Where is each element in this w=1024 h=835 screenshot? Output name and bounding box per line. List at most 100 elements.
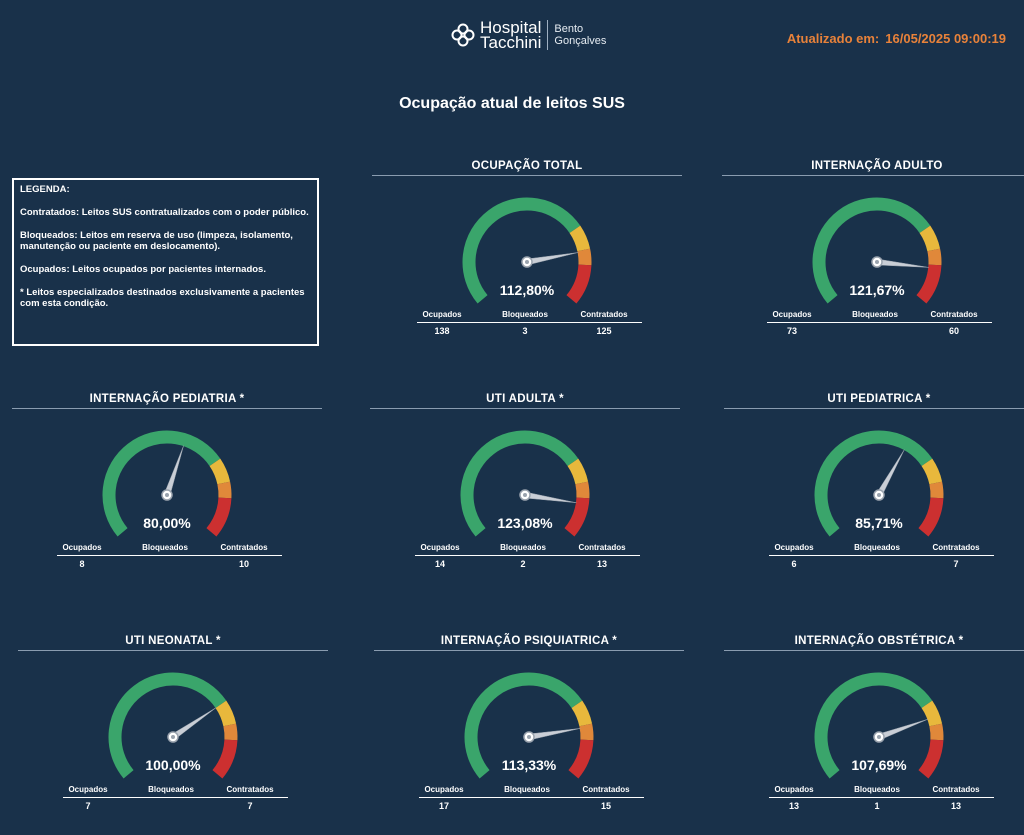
gauge-title-rule bbox=[374, 650, 684, 651]
gauge-arc-yellow bbox=[567, 458, 589, 485]
gauge-arc-green bbox=[464, 672, 583, 779]
gauge-title-rule bbox=[724, 650, 1024, 651]
updated-label: Atualizado em: bbox=[786, 31, 880, 46]
gauge-value-contratados: 7 bbox=[247, 801, 253, 811]
gauge-label-contratados: Contratados bbox=[220, 543, 268, 552]
gauge-value-contratados: 60 bbox=[948, 326, 960, 336]
gauge-arc-green bbox=[814, 672, 933, 779]
gauge-panel-uti-pediatrica: UTI PEDIATRICA * 85,71% Ocupados Bloqueados… bbox=[724, 393, 1024, 593]
gauge-title-rule bbox=[12, 408, 322, 409]
gauge-label-contratados: Contratados bbox=[932, 543, 980, 552]
gauge-panel-ocupacao-total: OCUPAÇÃO TOTAL 112,80% Ocupados Bloqueados C… bbox=[372, 160, 682, 360]
gauge-hub-center bbox=[523, 493, 527, 497]
gauge-arc-orange bbox=[223, 723, 238, 741]
hospital-logo: Hospital Tacchini Bento Gonçalves bbox=[450, 19, 606, 52]
gauge-arc-orange bbox=[579, 723, 594, 741]
gauge-arc-red bbox=[212, 739, 238, 779]
gauge-dial bbox=[814, 430, 944, 537]
gauge-label-bloqueados: Bloqueados bbox=[854, 543, 900, 552]
gauge-value-bloqueados: 2 bbox=[520, 559, 526, 569]
logo-line2: Tacchini bbox=[480, 33, 542, 52]
gauge-hub-center bbox=[165, 493, 169, 497]
legend-ocupados: Ocupados: Leitos ocupados por pacientes … bbox=[20, 264, 266, 275]
updated-value: 16/05/2025 09:00:19 bbox=[885, 31, 1006, 46]
gauge-hub-center bbox=[877, 735, 881, 739]
gauge-value-contratados: 13 bbox=[596, 559, 608, 569]
gauge-title: UTI PEDIATRICA * bbox=[827, 393, 931, 405]
gauge-title: INTERNAÇÃO OBSTÉTRICA * bbox=[794, 635, 964, 647]
gauge-value-ocupados: 8 bbox=[79, 559, 85, 569]
gauge-arc-green bbox=[812, 197, 931, 304]
gauge-title: INTERNAÇÃO PEDIATRIA * bbox=[89, 393, 245, 405]
gauge-percent: 123,08% bbox=[497, 515, 553, 531]
gauge-values-rule bbox=[415, 555, 640, 556]
gauge-hub-center bbox=[877, 493, 881, 497]
gauge-hub-center bbox=[525, 260, 529, 264]
gauge-arc-green bbox=[460, 430, 579, 537]
gauge-arc-green bbox=[102, 430, 221, 537]
gauge-title: INTERNAÇÃO ADULTO bbox=[811, 160, 943, 172]
gauge-label-bloqueados: Bloqueados bbox=[142, 543, 188, 552]
gauge-label-contratados: Contratados bbox=[578, 543, 626, 552]
gauge-needle bbox=[524, 491, 577, 504]
gauge-dial bbox=[464, 672, 594, 779]
gauge-value-ocupados: 7 bbox=[85, 801, 91, 811]
gauge-label-ocupados: Ocupados bbox=[424, 785, 464, 794]
logo-separator bbox=[547, 20, 549, 50]
logo-name: Hospital Tacchini bbox=[480, 19, 542, 52]
legend-especiais: * Leitos especializados destinados exclu… bbox=[20, 287, 305, 309]
gauge-arc-red bbox=[916, 264, 942, 304]
gauge-arc-green bbox=[108, 672, 227, 779]
gauge-title: OCUPAÇÃO TOTAL bbox=[471, 160, 583, 172]
gauge-label-contratados: Contratados bbox=[932, 785, 980, 794]
gauge-value-contratados: 15 bbox=[600, 801, 612, 811]
gauge-needle bbox=[528, 728, 581, 741]
gauge-arc-yellow bbox=[571, 700, 593, 727]
gauge-label-contratados: Contratados bbox=[930, 310, 978, 319]
gauge-arc-orange bbox=[217, 481, 232, 499]
gauge-panel-internacao-adulto: INTERNAÇÃO ADULTO 121,67% Ocupados Bloquead… bbox=[722, 160, 1024, 360]
gauge-percent: 80,00% bbox=[143, 515, 191, 531]
gauge-values-rule bbox=[417, 322, 642, 323]
gauge-dial bbox=[108, 672, 238, 779]
gauge-panel-uti-adulta: UTI ADULTA * 123,08% Ocupados Bloqueados Con… bbox=[370, 393, 680, 593]
gauge-arc-red bbox=[568, 739, 594, 779]
gauge-panel-internacao-psiquiatrica: INTERNAÇÃO PSIQUIATRICA * 113,33% Ocupados… bbox=[374, 635, 684, 835]
gauge-arc-red bbox=[566, 264, 592, 304]
gauge-label-ocupados: Ocupados bbox=[772, 310, 812, 319]
city-line1: Bento bbox=[554, 23, 584, 35]
gauge-percent: 100,00% bbox=[145, 757, 201, 773]
gauge-title: UTI ADULTA * bbox=[486, 393, 564, 405]
gauge-label-contratados: Contratados bbox=[582, 785, 630, 794]
gauge-percent: 85,71% bbox=[855, 515, 903, 531]
gauge-value-bloqueados: 3 bbox=[522, 326, 528, 336]
gauge-label-bloqueados: Bloqueados bbox=[854, 785, 900, 794]
gauge-arc-yellow bbox=[569, 225, 591, 252]
gauge-panel-internacao-pediatria: INTERNAÇÃO PEDIATRIA * 80,00% Ocupados Bloq… bbox=[12, 393, 322, 593]
gauge-value-contratados: 125 bbox=[596, 326, 612, 336]
gauge-needle bbox=[876, 258, 929, 268]
gauge-title-rule bbox=[724, 408, 1024, 409]
gauge-label-ocupados: Ocupados bbox=[422, 310, 462, 319]
gauge-arc-orange bbox=[927, 248, 942, 266]
gauge-percent: 113,33% bbox=[501, 757, 557, 773]
gauge-values-rule bbox=[767, 322, 992, 323]
hospital-logo-icon bbox=[451, 23, 475, 47]
gauge-arc-green bbox=[462, 197, 581, 304]
gauge-arc-orange bbox=[929, 481, 944, 499]
gauge-values-rule bbox=[419, 797, 644, 798]
gauge-arc-red bbox=[206, 497, 232, 537]
gauge-label-bloqueados: Bloqueados bbox=[852, 310, 898, 319]
gauge-dial bbox=[460, 430, 590, 537]
gauge-values-rule bbox=[63, 797, 288, 798]
gauge-arc-yellow bbox=[921, 458, 943, 485]
gauge-label-bloqueados: Bloqueados bbox=[148, 785, 194, 794]
gauge-arc-yellow bbox=[215, 700, 237, 727]
gauge-title-rule bbox=[370, 408, 680, 409]
legend-box: LEGENDA: Contratados: Leitos SUS contrat… bbox=[12, 178, 319, 346]
gauge-dial bbox=[812, 197, 942, 304]
gauge-arc-red bbox=[564, 497, 590, 537]
gauge-label-bloqueados: Bloqueados bbox=[502, 310, 548, 319]
gauge-percent: 121,67% bbox=[849, 282, 905, 298]
gauge-title: UTI NEONATAL * bbox=[125, 635, 221, 647]
